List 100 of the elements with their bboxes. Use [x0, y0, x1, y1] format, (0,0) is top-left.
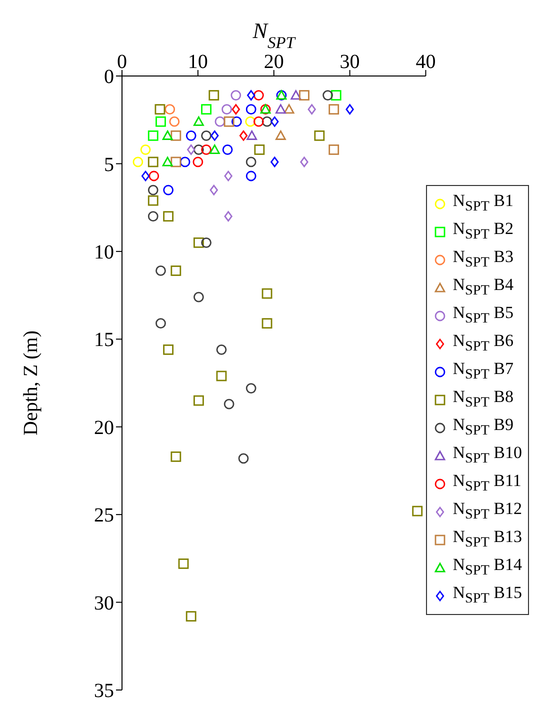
point	[246, 170, 256, 182]
point	[162, 156, 173, 166]
y-tick-label: 35	[94, 680, 114, 702]
x-tick-label: 10	[188, 51, 208, 73]
point	[163, 344, 174, 355]
point	[214, 116, 226, 127]
point	[156, 318, 166, 329]
point	[262, 116, 272, 127]
point	[246, 130, 258, 140]
point	[201, 237, 212, 248]
point	[231, 116, 242, 127]
legend-label: N$_{SPT}$ B6	[452, 331, 514, 356]
point	[300, 156, 308, 168]
point	[412, 506, 423, 516]
point	[224, 211, 232, 222]
point	[193, 292, 204, 302]
point	[224, 170, 232, 182]
point	[254, 144, 265, 155]
point	[193, 144, 204, 155]
y-tick-label: 15	[94, 329, 114, 352]
legend-label: N$_{SPT}$ B9	[452, 415, 514, 440]
point	[187, 144, 196, 155]
point	[193, 395, 204, 406]
point	[284, 104, 294, 114]
point	[140, 144, 151, 155]
x-tick-label: 40	[416, 51, 436, 73]
point	[163, 184, 174, 196]
y-tick-label: 0	[104, 66, 114, 88]
y-tick-label: 20	[94, 416, 114, 439]
point	[290, 90, 302, 100]
point	[170, 451, 182, 462]
y-tick-label: 10	[94, 242, 114, 264]
point	[328, 144, 340, 155]
point	[180, 156, 190, 168]
point	[186, 130, 196, 141]
point	[208, 90, 220, 100]
point	[238, 453, 249, 464]
point	[210, 184, 218, 196]
x-axis-title: N$_{SPT}$	[252, 18, 297, 52]
point	[314, 130, 325, 141]
point	[178, 558, 189, 569]
point	[170, 156, 182, 168]
y-tick-label: 30	[94, 592, 114, 614]
point	[169, 116, 180, 127]
point	[224, 398, 234, 410]
point	[201, 130, 212, 141]
point	[239, 130, 248, 141]
point	[141, 170, 150, 182]
legend-label: N$_{SPT}$ B1	[452, 191, 514, 216]
point	[246, 383, 256, 394]
point	[193, 237, 204, 248]
legend-label: N$_{SPT}$ B15	[452, 583, 522, 608]
point	[201, 104, 212, 115]
legend-label: N$_{SPT}$ B2	[452, 219, 514, 244]
point	[148, 195, 158, 206]
point	[170, 130, 182, 141]
point	[154, 104, 166, 115]
legend-label: N$_{SPT}$ B11	[452, 471, 522, 496]
point	[253, 116, 264, 127]
point	[170, 266, 182, 276]
legend-label: N$_{SPT}$ B13	[452, 527, 522, 552]
legend-label: N$_{SPT}$ B5	[452, 303, 514, 328]
point	[192, 156, 204, 168]
point	[156, 116, 166, 127]
point	[330, 90, 342, 100]
y-axis-title: Depth, Z (m)	[20, 330, 42, 436]
point	[275, 104, 286, 114]
point	[246, 104, 256, 115]
point	[148, 211, 158, 222]
point	[222, 144, 233, 155]
point	[132, 156, 144, 168]
point	[163, 211, 174, 222]
point	[210, 130, 219, 141]
point	[148, 184, 158, 196]
x-tick-label: 20	[264, 51, 284, 73]
y-tick-label: 5	[104, 154, 114, 176]
point	[328, 104, 340, 115]
point	[148, 130, 158, 141]
point	[262, 288, 272, 299]
point	[270, 116, 279, 127]
legend-label: N$_{SPT}$ B12	[452, 499, 522, 524]
legend-label: N$_{SPT}$ B7	[452, 359, 514, 384]
point	[246, 156, 256, 168]
legend-label: N$_{SPT}$ B8	[452, 387, 514, 412]
legend-label: N$_{SPT}$ B4	[452, 275, 514, 300]
point	[162, 130, 173, 140]
point	[224, 116, 234, 127]
point	[262, 318, 272, 329]
point	[193, 116, 204, 126]
point	[253, 90, 264, 100]
point	[346, 104, 354, 115]
point	[156, 266, 166, 276]
point	[299, 90, 310, 100]
point	[245, 116, 256, 127]
point	[232, 104, 240, 115]
point	[164, 104, 176, 115]
y-tick-label: 25	[94, 504, 114, 527]
point	[148, 156, 158, 168]
point	[222, 104, 232, 115]
point	[270, 156, 279, 168]
